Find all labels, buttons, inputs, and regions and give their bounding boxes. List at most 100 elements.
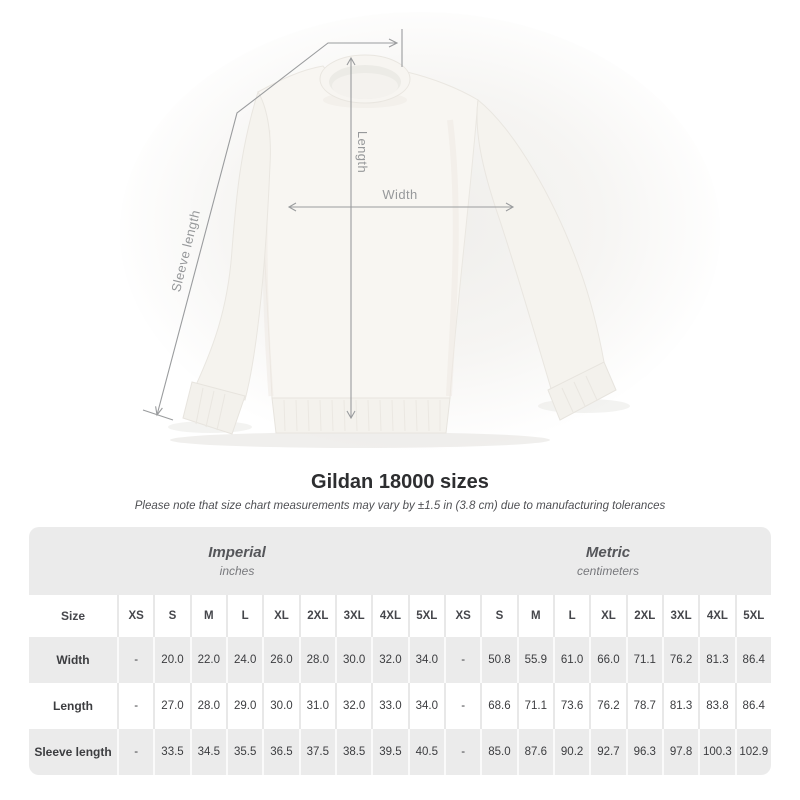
group-imperial-unit: inches xyxy=(219,564,255,578)
value-cell: 78.7 xyxy=(628,683,664,729)
value-cell: 30.0 xyxy=(264,683,301,729)
value-cell: 27.0 xyxy=(155,683,192,729)
size-header-cell: S xyxy=(155,595,192,637)
size-header-cell: 2XL xyxy=(628,595,664,637)
caption: Gildan 18000 sizes Please note that size… xyxy=(0,470,800,514)
table-row: Length -27.0 28.0 29.0 30.0 31.0 32.0 33.0 34.0-… xyxy=(29,683,771,729)
size-header-cell: XS xyxy=(446,595,483,637)
value-cell: 96.3 xyxy=(628,729,664,775)
group-metric-name: Metric xyxy=(585,544,631,561)
group-imperial: Imperial inches xyxy=(29,527,445,595)
size-header-cell: 3XL xyxy=(664,595,701,637)
value-cell: 68.6 xyxy=(482,683,519,729)
value-cell: 76.2 xyxy=(664,637,701,683)
table-rows: Size XS S M L XL 2XL 3XL 4XL 5XL XS S M L XL 2XL 3XL 4XL 5… xyxy=(29,595,771,775)
size-header-cell: 3XL xyxy=(337,595,374,637)
width-label: Width xyxy=(382,187,417,202)
product-photo: Length Width Sleeve length xyxy=(120,12,720,452)
value-cell: 85.0 xyxy=(482,729,519,775)
value-cell: 71.1 xyxy=(519,683,555,729)
value-cell: 87.6 xyxy=(519,729,555,775)
value-cell: 38.5 xyxy=(337,729,374,775)
value-cell: 29.0 xyxy=(228,683,265,729)
size-header-cell: M xyxy=(519,595,555,637)
value-cell: 39.5 xyxy=(373,729,410,775)
value-cell: 28.0 xyxy=(192,683,228,729)
value-cell: 35.5 xyxy=(228,729,265,775)
page-title: Gildan 18000 sizes xyxy=(311,471,489,493)
group-metric: Metric centimeters xyxy=(445,527,771,595)
value-cell: 22.0 xyxy=(192,637,228,683)
value-cell: 40.5 xyxy=(410,729,446,775)
value-cell: 34.5 xyxy=(192,729,228,775)
size-header-cell: M xyxy=(192,595,228,637)
length-measure xyxy=(346,56,356,420)
row-label: Width xyxy=(29,637,119,683)
value-cell: 28.0 xyxy=(301,637,337,683)
size-header-cell: L xyxy=(228,595,265,637)
value-cell: 71.1 xyxy=(628,637,664,683)
value-cell: 97.8 xyxy=(664,729,701,775)
value-cell: 26.0 xyxy=(264,637,301,683)
size-header-cell: S xyxy=(482,595,519,637)
value-cell: 81.3 xyxy=(664,683,701,729)
size-header-cell: L xyxy=(555,595,592,637)
value-cell: 90.2 xyxy=(555,729,592,775)
size-header-cell: 5XL xyxy=(743,610,765,622)
value-cell: 32.0 xyxy=(337,683,374,729)
size-header-cell: XS xyxy=(119,595,156,637)
value-cell: - xyxy=(119,637,156,683)
value-cell: 36.5 xyxy=(264,729,301,775)
value-cell: 100.3 xyxy=(700,729,737,775)
size-chart-table: Imperial inches Metric centimeters Size X… xyxy=(29,527,771,775)
size-header-cell: 5XL xyxy=(410,595,446,637)
sweatshirt-diagram: Length Width Sleeve length xyxy=(120,12,720,452)
sweatshirt-illustration xyxy=(182,54,617,435)
value-cell: 76.2 xyxy=(591,683,628,729)
value-cell: 32.0 xyxy=(373,637,410,683)
value-cell: - xyxy=(446,683,483,729)
value-cell: 73.6 xyxy=(555,683,592,729)
table-row: Width -20.0 22.0 24.0 26.0 28.0 30.0 32.0 34.0-5… xyxy=(29,637,771,683)
value-cell: 24.0 xyxy=(228,637,265,683)
row-label: Sleeve length xyxy=(29,729,119,775)
value-cell: - xyxy=(446,637,483,683)
value-cell: 86.4 xyxy=(742,700,765,712)
group-imperial-name: Imperial xyxy=(208,544,266,561)
value-cell: 61.0 xyxy=(555,637,592,683)
value-cell: 86.4 xyxy=(742,654,765,666)
table-row: Sleeve length -33.5 34.5 35.5 36.5 37.5 38.5 39… xyxy=(29,729,771,775)
row-label: Length xyxy=(29,683,119,729)
value-cell: 55.9 xyxy=(519,637,555,683)
value-cell: 50.8 xyxy=(482,637,519,683)
size-header-cell: 4XL xyxy=(700,595,737,637)
value-cell: 37.5 xyxy=(301,729,337,775)
value-cell: 20.0 xyxy=(155,637,192,683)
size-header-cell: XL xyxy=(264,595,301,637)
size-col-label: Size xyxy=(29,595,119,637)
size-header-cell: XL xyxy=(591,595,628,637)
value-cell: 31.0 xyxy=(301,683,337,729)
value-cell: - xyxy=(446,729,483,775)
tolerance-note: Please note that size chart measurements… xyxy=(134,500,666,512)
size-header-row: Size XS S M L XL 2XL 3XL 4XL 5XL XS S M L XL 2XL 3XL 4XL 5… xyxy=(29,595,771,637)
value-cell: 30.0 xyxy=(337,637,374,683)
value-cell: 81.3 xyxy=(700,637,737,683)
value-cell: 33.0 xyxy=(373,683,410,729)
width-measure xyxy=(287,202,515,212)
unit-group-header: Imperial inches Metric centimeters xyxy=(29,527,771,595)
value-cell: 66.0 xyxy=(591,637,628,683)
length-label: Length xyxy=(355,131,370,173)
value-cell: 34.0 xyxy=(410,683,446,729)
value-cell: 92.7 xyxy=(591,729,628,775)
value-cell: - xyxy=(119,729,156,775)
value-cell: - xyxy=(119,683,156,729)
value-cell: 102.9 xyxy=(739,746,769,758)
size-header-cell: 4XL xyxy=(373,595,410,637)
group-metric-unit: centimeters xyxy=(576,564,640,578)
value-cell: 83.8 xyxy=(700,683,737,729)
sleeve-length-measure xyxy=(142,29,403,421)
size-header-cell: 2XL xyxy=(301,595,337,637)
value-cell: 33.5 xyxy=(155,729,192,775)
